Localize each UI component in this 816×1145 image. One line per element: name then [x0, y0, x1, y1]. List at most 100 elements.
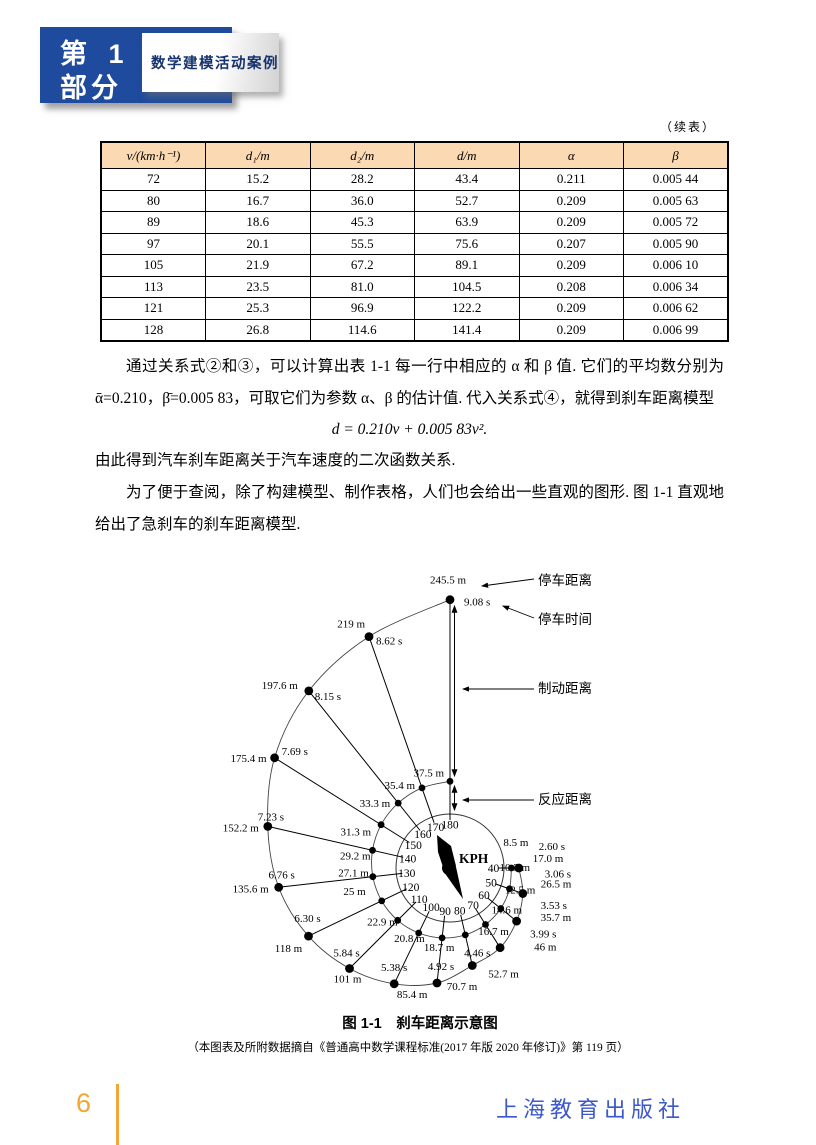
table-header-cell: d₂/m	[309, 141, 415, 169]
table-header-cell: d/m	[414, 141, 520, 169]
reaction-distance-label: 27.1 m	[338, 868, 369, 880]
table-cell: 104.5	[414, 275, 520, 298]
part-number-line2: 部分	[60, 73, 122, 103]
stopping-time-label: 5.84 s	[333, 948, 359, 960]
table-cell: 89.1	[414, 254, 520, 277]
stopping-distance-label: 85.4 m	[397, 989, 428, 1001]
dial-speed-label: 180	[441, 820, 459, 832]
reaction-distance-label: 8.5 m	[503, 837, 529, 849]
dial-unit-label: KPH	[459, 851, 489, 866]
stopping-distance-label: 35.7 m	[541, 912, 572, 924]
table-cell: 15.2	[205, 168, 311, 191]
stopping-time-label: 3.99 s	[530, 929, 556, 941]
stopping-time-label: 5.38 s	[381, 962, 407, 974]
stopping-time-label: 6.30 s	[294, 913, 320, 925]
stopping-distance-label: 52.7 m	[488, 969, 519, 981]
needle-icon	[437, 835, 463, 899]
reaction-distance-label: 18.7 m	[424, 942, 455, 954]
stopping-distance-label: 101 m	[334, 974, 362, 986]
dial-speed-label: 130	[398, 868, 416, 880]
stopping-time-label: 7.69 s	[282, 746, 308, 758]
stopping-distance-label: 197.6 m	[262, 680, 299, 692]
reaction-distance-label: 20.8 m	[394, 933, 425, 945]
publisher: 上海教育出版社	[496, 1097, 686, 1122]
stopping-distance-label: 245.5 m	[430, 575, 467, 587]
table-cell: 0.006 99	[623, 318, 729, 342]
stopping-time-label: 7.23 s	[258, 811, 284, 823]
dial-speed-label: 100	[422, 902, 440, 914]
table-head: v/(km·h⁻¹) d₁/m d₂/m d/m α β	[100, 141, 729, 169]
reaction-distance-label: 10.3 m	[500, 862, 531, 874]
dial-speed-label: 40	[488, 863, 500, 875]
stopping-time-label: 2.60 s	[539, 841, 565, 853]
page-number: 6	[76, 1088, 92, 1118]
dial-speed-label: 170	[427, 822, 445, 834]
dial-speed-label: 80	[454, 905, 466, 917]
dial-speed-label: 90	[439, 906, 451, 918]
braking-data-table: v/(km·h⁻¹) d₁/m d₂/m d/m α β 72 15.2 28.2 43.4 0.…	[100, 141, 729, 342]
table-row: 80 16.7 36.0 52.7 0.209 0.005 63	[100, 189, 729, 212]
table-cell: 0.209	[518, 189, 624, 212]
table-cell: 0.207	[518, 232, 624, 255]
table-row: 128 26.8 114.6 141.4 0.209 0.006 99	[100, 318, 729, 342]
stopping-time-label: 3.53 s	[541, 900, 567, 912]
chapter-tab: 数学建模活动案例	[142, 33, 279, 92]
paragraph-1: 通过关系式②和③，可以计算出表 1-1 每一行中相应的 α 和 β 值. 它们的…	[95, 358, 724, 407]
dial-speed-label: 150	[405, 840, 423, 852]
table-cell: 141.4	[414, 318, 520, 342]
reaction-distance-label: 29.2 m	[340, 850, 371, 862]
reaction-distance-label: 14.6 m	[492, 905, 523, 917]
reaction-distance-label: 22.9 m	[367, 916, 398, 928]
reaction-distance-label: 35.4 m	[384, 780, 415, 792]
table-cell: 128	[100, 318, 206, 342]
dial-speed-label: 120	[402, 882, 420, 894]
table-cell: 0.005 72	[623, 211, 729, 234]
point-labels: 8.5 m 17.0 m2.60 s 10.3 m 26.5 m3.06 s 12.5 …	[223, 575, 572, 1001]
stopping-time-label: 4.46 s	[464, 948, 490, 960]
table-cell: 45.3	[309, 211, 415, 234]
braking-distance-formula: d = 0.210v + 0.005 83v².	[331, 421, 488, 438]
table-body: 72 15.2 28.2 43.4 0.211 0.005 44 80 16.7 36.0 52.…	[100, 168, 729, 342]
dial-speed-label: 50	[485, 877, 497, 889]
table-continuation-note: （续表）	[660, 120, 717, 134]
table-cell: 105	[100, 254, 206, 277]
table-cell: 0.209	[518, 318, 624, 342]
dial-speed-label: 70	[467, 900, 479, 912]
stopping-distance-label: 26.5 m	[541, 879, 572, 891]
stopping-distance-label: 46 m	[534, 942, 557, 954]
table-header-cell: v/(km·h⁻¹)	[100, 141, 206, 169]
chapter-title: 数学建模活动案例	[151, 56, 279, 72]
stopping-time-label: 8.15 s	[315, 691, 341, 703]
table-header-cell: d₁/m	[205, 141, 311, 169]
dial-speed-label: 140	[399, 853, 417, 865]
stopping-time-label: 3.06 s	[545, 869, 571, 881]
stopping-distance-label: 17.0 m	[533, 853, 564, 865]
table-cell: 114.6	[309, 318, 415, 342]
footer-rule	[116, 1084, 119, 1145]
reaction-distance-label: 33.3 m	[360, 798, 391, 810]
reaction-distance-label: 12.5 m	[505, 885, 536, 897]
stopping-distance-label: 70.7 m	[447, 981, 478, 993]
stopping-time-label: 9.08 s	[464, 597, 490, 609]
stopping-time-label: 8.62 s	[376, 636, 402, 648]
reaction-distance-label: 16.7 m	[478, 926, 509, 938]
dial-speed-label: 160	[414, 829, 432, 841]
table-row: 97 20.1 55.5 75.6 0.207 0.005 90	[100, 232, 729, 255]
table-header-cell: α	[518, 141, 624, 169]
paragraph-2: 由此得到汽车刹车距离关于汽车速度的二次函数关系.	[95, 452, 456, 469]
table-row: 72 15.2 28.2 43.4 0.211 0.005 44	[100, 168, 729, 191]
stopping-distance-label: 152.2 m	[223, 822, 260, 834]
annotation-arrow	[480, 578, 535, 588]
annotation-reaction-distance: 反应距离	[538, 791, 592, 807]
table-cell: 0.006 10	[623, 254, 729, 277]
table-row: 105 21.9 67.2 89.1 0.209 0.006 10	[100, 254, 729, 277]
stopping-time-label: 6.76 s	[269, 869, 295, 881]
part-number-line1: 第 1	[60, 39, 131, 69]
figure-source: （本图表及所附数据摘自《普通高中数学课程标准(2017 年版 2020 年修订)…	[187, 1042, 629, 1054]
table-row: 121 25.3 96.9 122.2 0.209 0.006 62	[100, 297, 729, 320]
reaction-distance-label: 37.5 m	[413, 767, 444, 779]
annotation-arrow	[501, 605, 535, 619]
